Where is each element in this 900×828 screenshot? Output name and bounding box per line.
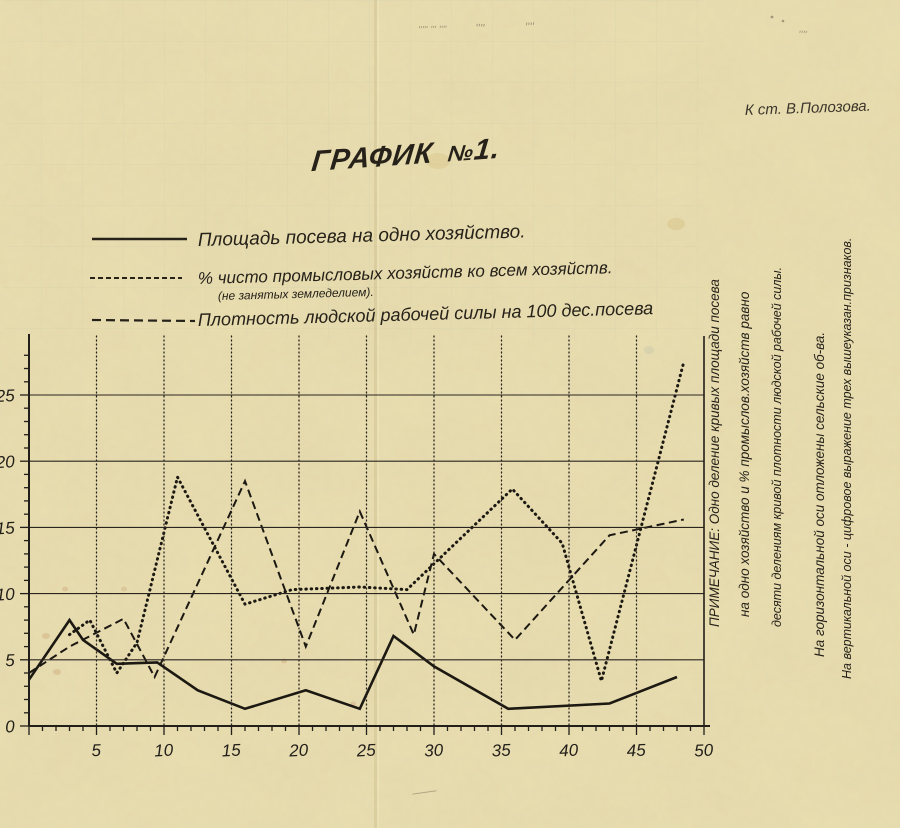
svg-text:''''' ''' '''': ''''' ''' '''' xyxy=(418,24,448,36)
svg-text:30: 30 xyxy=(424,740,444,760)
svg-text:50: 50 xyxy=(694,740,714,760)
svg-text:25: 25 xyxy=(355,740,376,760)
svg-text:0: 0 xyxy=(5,717,16,736)
svg-text:15: 15 xyxy=(221,740,241,760)
svg-text:на одно хозяйство и % промысло: на одно хозяйство и % промыслов.хозяйств… xyxy=(737,291,752,617)
svg-text:20: 20 xyxy=(288,740,309,760)
svg-text:5: 5 xyxy=(91,741,102,760)
svg-text:десяти делениям кривой плотнос: десяти делениям кривой плотности людской… xyxy=(770,267,784,627)
svg-text:На вертикальной оси - цифровое: На вертикальной оси - цифровое выражение… xyxy=(840,238,854,679)
svg-text:5: 5 xyxy=(5,651,16,670)
svg-text:35: 35 xyxy=(491,740,511,760)
svg-text:40: 40 xyxy=(559,740,579,760)
svg-text:10: 10 xyxy=(0,585,16,605)
svg-text:'''': '''' xyxy=(475,21,485,35)
svg-text:25: 25 xyxy=(0,386,16,406)
svg-text:'''': '''' xyxy=(798,29,808,41)
svg-text:На горизонтальной оси отложены: На горизонтальной оси отложены сельские … xyxy=(812,332,827,657)
svg-text:ПРИМЕЧАНИЕ: Одно деление кривы: ПРИМЕЧАНИЕ: Одно деление кривых площади … xyxy=(707,279,722,627)
svg-text:15: 15 xyxy=(0,518,16,538)
svg-text:20: 20 xyxy=(0,452,16,472)
svg-text:'''': '''' xyxy=(525,20,535,34)
svg-text:45: 45 xyxy=(626,740,646,760)
svg-text:10: 10 xyxy=(154,740,174,760)
